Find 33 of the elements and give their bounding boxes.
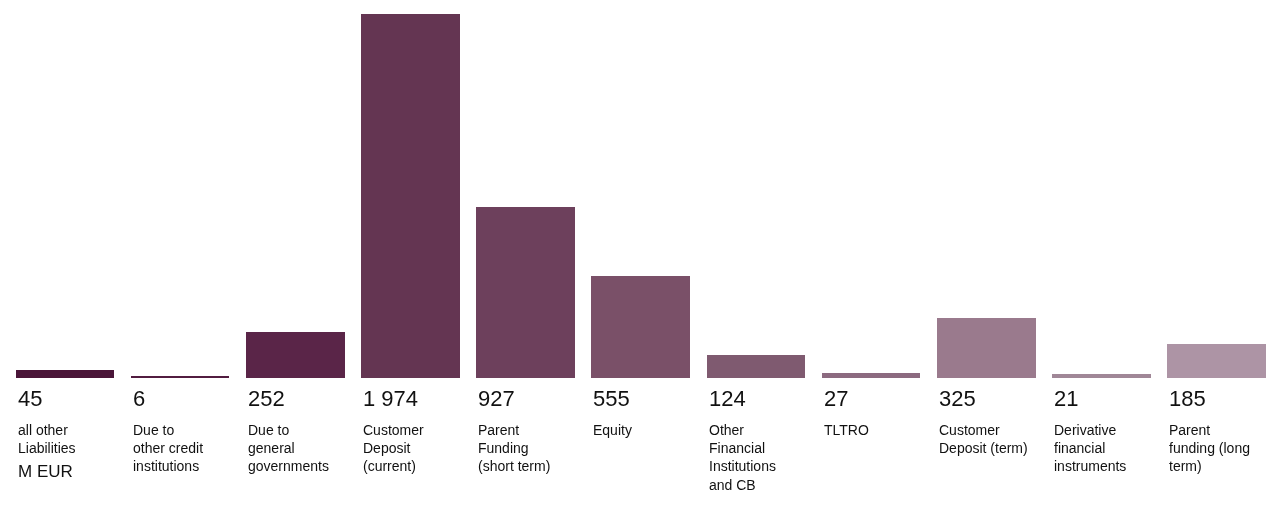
data-label: 555 <box>593 386 630 411</box>
x-tick-label: Parent funding (long term) <box>1169 422 1250 475</box>
x-tick-label: all other Liabilities <box>18 422 76 457</box>
x-tick-label: Customer Deposit (current) <box>363 422 425 475</box>
bar <box>476 207 575 378</box>
data-label: 27 <box>824 386 849 411</box>
bar <box>707 355 805 378</box>
data-label: 927 <box>478 386 515 411</box>
bar <box>361 14 460 378</box>
bar <box>937 318 1036 378</box>
x-tick-label: Due to general governments <box>248 422 329 475</box>
data-label: 185 <box>1169 386 1206 411</box>
bar <box>246 332 345 378</box>
bar <box>16 370 114 378</box>
data-label: 252 <box>248 386 285 411</box>
text: M EUR <box>18 462 73 481</box>
data-label: 45 <box>18 386 43 411</box>
bar <box>822 373 920 378</box>
x-tick-label: TLTRO <box>824 422 869 438</box>
data-label: 21 <box>1054 386 1079 411</box>
data-label: 1 974 <box>363 386 419 411</box>
x-tick-label: Customer Deposit (term) <box>939 422 1028 457</box>
x-tick-label: Parent Funding (short term) <box>478 422 551 475</box>
data-label: 124 <box>709 386 746 411</box>
bar <box>1052 374 1151 378</box>
x-tick-label: Other Financial Institutions and CB <box>709 422 776 493</box>
data-label: 6 <box>133 386 146 411</box>
bar <box>1167 344 1266 378</box>
x-tick-label: Due to other credit institutions <box>133 422 204 475</box>
x-tick-label: Equity <box>593 422 632 438</box>
bar <box>591 276 690 378</box>
data-label: 325 <box>939 386 976 411</box>
x-tick-label: Derivative financial instruments <box>1054 422 1127 475</box>
